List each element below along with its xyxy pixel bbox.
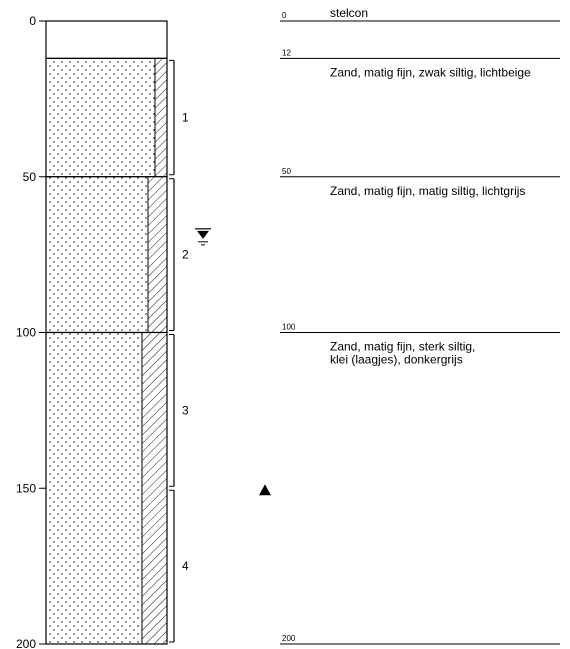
depth-axis: 0 50 100 150 200 [16, 14, 47, 649]
axis-tick-label: 100 [16, 326, 36, 340]
sample-label: 3 [182, 403, 189, 417]
layer-silt-hatch [148, 176, 167, 333]
axis-tick-label: 200 [16, 637, 36, 649]
description-depth-label: 100 [282, 323, 296, 332]
description-depth-label: 0 [282, 11, 287, 20]
layer-descriptions: 0 stelcon 12 Zand, matig fijn, zwak siltig,… [280, 6, 560, 645]
groundwater-triangle-icon [197, 230, 209, 239]
description-text: Zand, matig fijn, sterk siltig, [330, 340, 475, 354]
layer-sand-fill [46, 58, 155, 177]
layer-silt-hatch [155, 58, 167, 177]
layer-outline [45, 331, 168, 645]
axis-tick-label: 50 [23, 170, 37, 184]
description-text: stelcon [330, 6, 368, 20]
layer-sand-fill [46, 21, 167, 59]
description-depth-label: 12 [282, 48, 291, 57]
sample-label: 4 [182, 559, 189, 573]
layer-sand-fill [46, 332, 142, 644]
axis-tick-label: 0 [29, 14, 36, 28]
sample-label: 2 [182, 248, 189, 262]
layer-sand-fill [46, 176, 148, 333]
sample-intervals: 1 2 3 4 [169, 59, 189, 643]
lithology-column [45, 20, 168, 645]
axis-tick-label: 150 [16, 481, 36, 495]
description-depth-label: 50 [282, 167, 291, 176]
description-depth-label: 200 [282, 634, 296, 643]
description-text: Zand, matig fijn, matig siltig, lichtgri… [330, 184, 525, 198]
description-text: klei (laagjes), donkergrijs [330, 353, 463, 367]
description-text: Zand, matig fijn, zwak siltig, lichtbeig… [330, 65, 531, 79]
sample-label: 1 [182, 111, 189, 125]
groundwater-marker [195, 228, 271, 496]
layer-silt-hatch [142, 332, 167, 644]
depth-marker-triangle-icon [259, 484, 271, 496]
